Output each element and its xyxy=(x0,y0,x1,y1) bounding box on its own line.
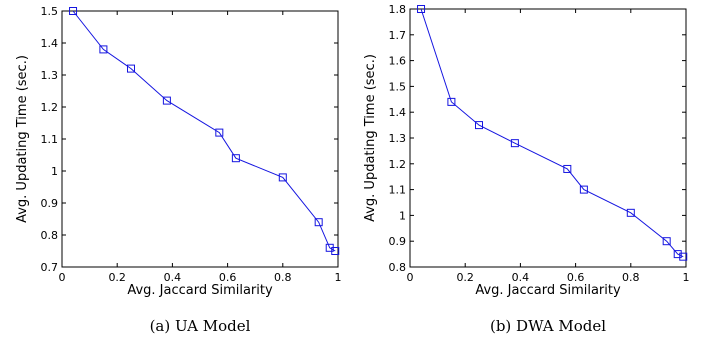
data-point-marker xyxy=(673,250,682,259)
data-point-marker xyxy=(679,252,688,261)
y-tick-label: 1.6 xyxy=(389,55,407,68)
plot-frame-b xyxy=(409,8,687,268)
series-b xyxy=(417,5,688,261)
x-tick-label: 0.8 xyxy=(622,271,640,284)
y-tick-label: 1.1 xyxy=(41,133,59,146)
series-a xyxy=(69,7,340,255)
x-tick-label: 0.2 xyxy=(456,271,474,284)
caption-b: (b) DWA Model xyxy=(490,317,606,335)
x-tick-label: 0.4 xyxy=(164,271,182,284)
data-point-marker xyxy=(510,139,519,148)
y-tick-label: 1.1 xyxy=(389,184,407,197)
y-tick-label: 1.5 xyxy=(41,5,59,18)
y-tick-label: 1.2 xyxy=(389,158,407,171)
data-point-marker xyxy=(626,208,635,217)
y-tick-label: 0.9 xyxy=(389,235,407,248)
data-point-marker xyxy=(579,185,588,194)
x-tick-label: 0.8 xyxy=(274,271,292,284)
y-tick-label: 1.3 xyxy=(389,132,407,145)
y-tick-label: 1 xyxy=(51,165,58,178)
axis-ticks-a: 0 0.2 0.4 0.6 0.8 1 0.7 0.8 0.9 1 1.1 1.2 1.3 1.4 1.5 xyxy=(41,5,342,284)
data-point-marker xyxy=(69,7,78,15)
series-line xyxy=(420,8,684,258)
data-point-marker xyxy=(314,218,323,227)
y-tick-label: 1.5 xyxy=(389,80,407,93)
y-tick-label: 0.7 xyxy=(41,261,59,274)
y-tick-label: 1.7 xyxy=(389,29,407,42)
series-line xyxy=(72,10,336,252)
x-tick-label: 1 xyxy=(683,271,690,284)
x-tick-label: 0 xyxy=(59,271,66,284)
y-tick-label: 1.4 xyxy=(41,37,59,50)
x-tick-label: 0.6 xyxy=(219,271,237,284)
data-point-marker xyxy=(662,237,671,246)
y-tick-label: 1.8 xyxy=(389,3,407,16)
y-axis-label-b: Avg. Updating Time (sec.) xyxy=(363,54,378,222)
data-point-marker xyxy=(231,154,240,163)
caption-a: (a) UA Model xyxy=(150,317,251,335)
x-axis-label-a: Avg. Jaccard Similarity xyxy=(127,283,273,298)
x-tick-label: 1 xyxy=(335,271,342,284)
y-tick-label: 1.4 xyxy=(389,106,407,119)
data-point-marker xyxy=(99,45,108,54)
y-tick-label: 0.8 xyxy=(389,261,407,274)
data-point-marker xyxy=(417,5,426,13)
data-point-marker xyxy=(127,64,135,73)
x-tick-label: 0.6 xyxy=(567,271,585,284)
data-point-marker xyxy=(447,97,456,106)
data-point-marker xyxy=(475,121,483,130)
y-tick-label: 1 xyxy=(399,209,406,222)
x-tick-label: 0.2 xyxy=(108,271,126,284)
y-axis-label-a: Avg. Updating Time (sec.) xyxy=(15,55,30,223)
data-point-marker xyxy=(278,173,287,182)
data-point-marker xyxy=(162,96,171,105)
y-tick-label: 1.3 xyxy=(41,69,59,82)
x-tick-label: 0.4 xyxy=(512,271,530,284)
y-tick-label: 0.9 xyxy=(41,197,59,210)
x-axis-label-b: Avg. Jaccard Similarity xyxy=(475,283,621,298)
y-tick-label: 1.2 xyxy=(41,101,59,114)
axis-ticks-b: 0 0.2 0.4 0.6 0.8 1 0.8 0.9 1 1.1 1.2 1.3 1.4 1.5 1.6 1… xyxy=(389,3,690,284)
data-point-marker xyxy=(331,247,340,255)
panel-b: 0 0.2 0.4 0.6 0.8 1 0.8 0.9 1 1.1 1.2 1.3 1.4 1.5 1.6 1… xyxy=(363,3,690,335)
y-tick-label: 0.8 xyxy=(41,229,59,242)
panel-a: 0 0.2 0.4 0.6 0.8 10.70.80.911.11.21.31.41.5 … xyxy=(15,5,342,335)
x-tick-label: 0 xyxy=(407,271,414,284)
data-point-marker xyxy=(215,128,224,137)
data-point-marker xyxy=(563,164,572,173)
